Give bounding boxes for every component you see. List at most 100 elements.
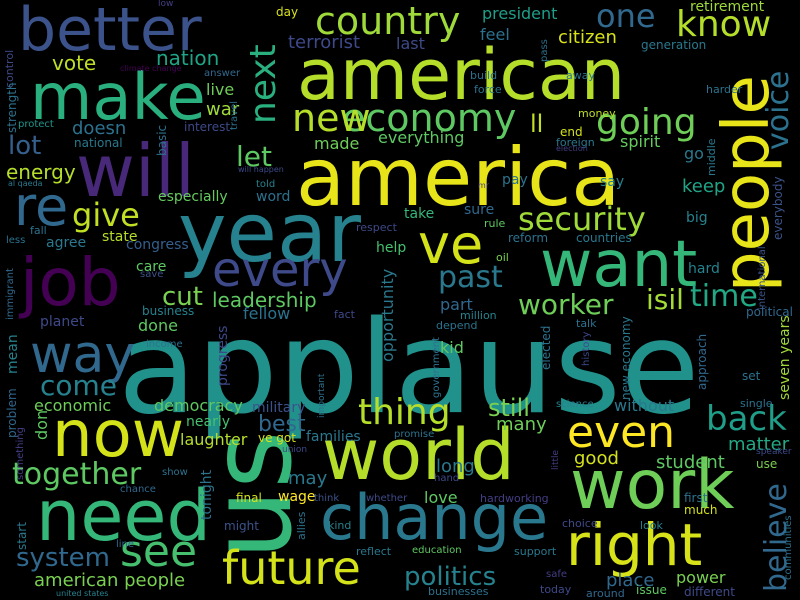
word-basic: basic: [155, 124, 169, 156]
word-agree: agree: [46, 235, 87, 251]
word-now: now: [52, 398, 185, 472]
word-generation: generation: [641, 38, 707, 52]
word-wage: wage: [278, 489, 316, 505]
word-today: today: [540, 583, 572, 596]
word-sure: sure: [464, 202, 495, 218]
word-talk: talk: [576, 317, 597, 330]
word-place: place: [606, 570, 655, 591]
word-al-qaeda: al qaeda: [8, 179, 43, 188]
word-keep: keep: [682, 176, 726, 197]
word-without: without: [614, 396, 675, 415]
word-retirement: retirement: [690, 0, 765, 15]
word-many: many: [496, 414, 547, 435]
word-international: international: [757, 246, 768, 310]
word-lot: lot: [8, 131, 42, 161]
word-interest: interest: [184, 120, 231, 134]
word-congress: congress: [126, 237, 189, 253]
word-approach: approach: [695, 333, 709, 390]
word-low: low: [158, 0, 174, 9]
word-power: power: [676, 568, 726, 587]
word-much: much: [684, 503, 718, 517]
word-show: show: [162, 467, 188, 478]
word-businesses: businesses: [428, 585, 489, 598]
word-election: election: [556, 144, 588, 153]
word-military: military: [252, 400, 306, 416]
word-save: save: [140, 269, 164, 280]
word-work: work: [570, 446, 735, 525]
word-ll: ll: [530, 110, 544, 138]
word-done: done: [138, 316, 178, 335]
word-harder: harder: [706, 83, 743, 96]
word-help: help: [376, 240, 407, 256]
word-middle: middle: [705, 138, 718, 176]
word-families: families: [306, 429, 361, 445]
word-applause: applause: [118, 294, 700, 443]
word-american: american: [297, 34, 626, 116]
word-made: made: [314, 134, 360, 153]
word-will-happen: will happen: [238, 165, 284, 174]
word-thing: thing: [358, 392, 451, 433]
word-democracy: democracy: [154, 396, 243, 415]
word-oil: oil: [496, 251, 509, 264]
word-economy: economy: [342, 96, 517, 140]
word-history: history: [581, 331, 592, 366]
word-hard: hard: [688, 261, 720, 277]
word-allies: allies: [295, 511, 308, 540]
word-back: back: [706, 399, 787, 439]
word-kid: kid: [440, 338, 464, 357]
word-change: change: [320, 481, 549, 554]
word-job: job: [20, 244, 121, 321]
word-part: part: [440, 295, 473, 314]
word-chance: chance: [120, 484, 156, 495]
word-one: one: [596, 0, 656, 35]
word-say: say: [600, 174, 625, 190]
word-re: re: [14, 175, 69, 238]
word-take: take: [404, 206, 435, 222]
word-laughter: laughter: [180, 430, 248, 449]
word-next: next: [243, 44, 284, 124]
word-worker: worker: [518, 288, 614, 321]
word-spirit: spirit: [620, 132, 661, 151]
word-opportunity: opportunity: [378, 268, 397, 362]
word-hand: hand: [434, 473, 460, 484]
word-political: political: [746, 305, 793, 319]
word-cut: cut: [162, 282, 203, 312]
word-million: million: [460, 309, 497, 322]
word-income: income: [146, 339, 183, 350]
word-good: good: [574, 448, 619, 469]
word-way: way: [30, 325, 136, 385]
word-leadership: leadership: [212, 288, 317, 312]
word-give: give: [72, 196, 140, 234]
word-line: line: [116, 539, 135, 550]
word-even: even: [567, 407, 676, 458]
word-last: last: [396, 34, 425, 53]
word-first: first: [684, 491, 708, 505]
word-day: day: [276, 5, 299, 19]
word-countries: countries: [576, 231, 632, 245]
word-planet: planet: [40, 314, 85, 330]
word-pay: pay: [502, 172, 528, 188]
word-answer: answer: [204, 68, 241, 79]
word-set: set: [742, 369, 761, 383]
word-doesn: doesn: [72, 118, 127, 139]
word-ve: ve: [418, 213, 484, 276]
word-want: want: [540, 228, 698, 302]
word-make: make: [30, 61, 206, 135]
word-american-people: american people: [34, 570, 186, 591]
word-terrorist: terrorist: [288, 32, 361, 53]
word-united-states: united states: [56, 589, 109, 598]
word-right: right: [566, 511, 703, 579]
word-safe: safe: [546, 569, 568, 580]
word-build: build: [470, 69, 498, 82]
word-nation: nation: [156, 46, 220, 70]
word-new-economy: new economy: [619, 316, 633, 400]
word-big: big: [686, 210, 708, 226]
word-word: word: [256, 189, 291, 205]
word-live: live: [206, 80, 235, 99]
word-respect: respect: [356, 221, 397, 234]
word-different: different: [684, 585, 735, 599]
word-country: country: [315, 0, 461, 43]
word-strength: strength: [5, 82, 19, 133]
word-kind: kind: [328, 519, 352, 532]
